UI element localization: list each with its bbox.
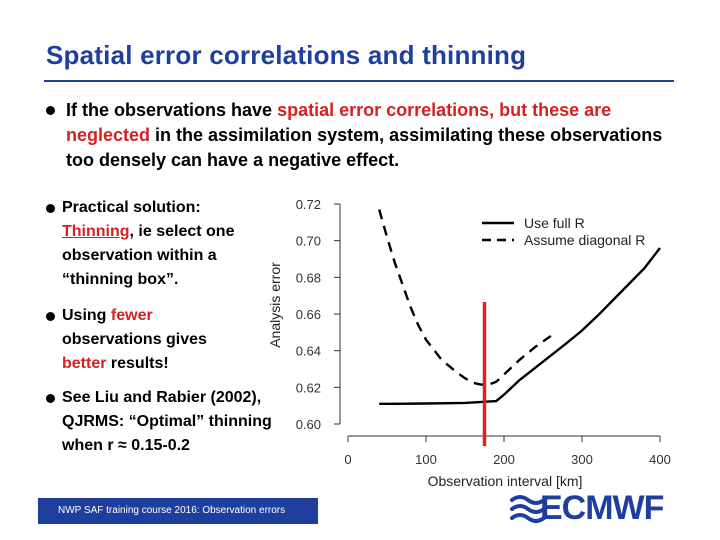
x-tick-label: 400 — [649, 452, 671, 467]
series-diagonal-r-line — [378, 209, 552, 386]
y-tick-label: 0.66 — [296, 307, 321, 322]
series-full-r-line — [379, 247, 661, 405]
legend-label: Use full R — [524, 215, 585, 231]
title-divider — [44, 80, 674, 82]
bullet-2-pre: Using — [62, 307, 111, 324]
chart-series — [378, 209, 661, 446]
y-tick-label: 0.62 — [296, 380, 321, 395]
main-bullet-dot — [46, 106, 55, 115]
ecmwf-logo-icon — [510, 495, 546, 523]
bullet-3: See Liu and Rabier (2002), QJRMS: “Optim… — [62, 386, 276, 458]
y-axis-label: Analysis error — [267, 262, 283, 348]
footer-text: NWP SAF training course 2016: Observatio… — [58, 505, 286, 516]
bullet-1-pre: Practical solution: — [62, 199, 201, 216]
bullet-3-dot — [46, 394, 55, 403]
footer-bar — [38, 498, 318, 524]
main-bullet-part2: in the assimilation system, assimilating… — [66, 125, 663, 170]
ecmwf-logo-text: ECMWF — [540, 489, 664, 527]
main-bullet-highlight: spatial error correlations, but these ar… — [66, 100, 612, 145]
bullet-2-better: better — [62, 355, 107, 372]
y-tick-label: 0.72 — [296, 197, 321, 212]
bullet-2-post: results! — [106, 355, 169, 372]
main-bullet-part1: If the observations have — [66, 100, 278, 120]
x-tick-label: 300 — [571, 452, 593, 467]
y-tick-label: 0.68 — [296, 270, 321, 285]
slide-title: Spatial error correlations and thinning — [46, 40, 527, 70]
x-tick-label: 0 — [344, 452, 351, 467]
x-axis-label: Observation interval [km] — [428, 473, 583, 489]
thinning-link[interactable]: Thinning — [62, 223, 130, 240]
chart-axes: 0.60 0.62 0.64 0.66 0.68 0.70 0.72 0 100 200 300 40… — [296, 197, 671, 467]
bullet-1-post: , ie select one observation within a “th… — [62, 223, 235, 288]
y-tick-label: 0.70 — [296, 234, 321, 249]
x-tick-label: 200 — [493, 452, 515, 467]
bullet-1: Practical solution: Thinning, ie select … — [62, 196, 272, 292]
main-bullet: If the observations have spatial error c… — [66, 98, 666, 173]
bullet-2-mid: observations gives — [62, 331, 207, 348]
bullet-2-fewer: fewer — [110, 307, 153, 324]
legend-label: Assume diagonal R — [524, 232, 645, 248]
y-tick-label: 0.64 — [296, 344, 321, 359]
x-tick-label: 100 — [415, 452, 437, 467]
bullet-2-dot — [46, 312, 55, 321]
y-tick-label: 0.60 — [296, 417, 321, 432]
bullet-1-dot — [46, 204, 55, 213]
bullet-2: Using fewer observations gives better re… — [62, 304, 252, 376]
bullet-3-text: See Liu and Rabier (2002), QJRMS: “Optim… — [62, 389, 272, 454]
